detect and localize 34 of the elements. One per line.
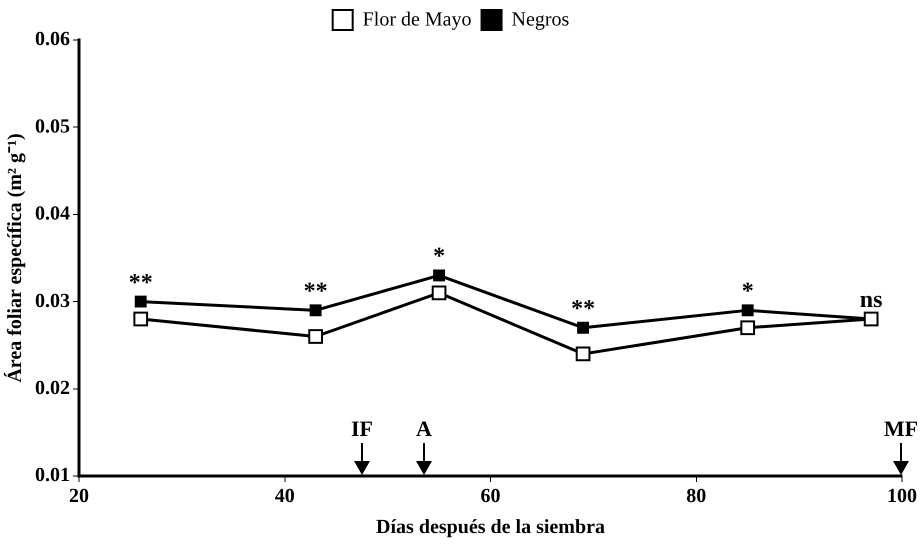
y-tick-label: 0.03 xyxy=(35,290,70,312)
point xyxy=(308,329,323,344)
point xyxy=(134,296,147,308)
point xyxy=(576,346,590,362)
y-tick-label: 0.01 xyxy=(35,464,70,486)
y-axis-title: Área foliar específica (m² g⁻¹) xyxy=(3,133,26,383)
y-tick-label: 0.06 xyxy=(35,28,70,50)
x-tick-label: 40 xyxy=(274,485,295,508)
annotation: ns xyxy=(860,287,882,314)
point xyxy=(740,320,756,336)
y-tick-label: 0.02 xyxy=(35,376,70,399)
annotation: MF xyxy=(882,416,920,441)
y-tick-label: 0.04 xyxy=(35,202,70,225)
point xyxy=(133,312,148,326)
annotation: ** xyxy=(571,296,596,322)
annotation: IF xyxy=(350,416,374,441)
legend-label: Negros xyxy=(512,8,570,30)
x-axis-title: Días después de la siembra xyxy=(376,516,605,538)
point xyxy=(742,304,754,316)
annotation: * xyxy=(433,244,446,270)
x-tick-label: 60 xyxy=(480,485,500,508)
point xyxy=(432,286,446,300)
point xyxy=(433,269,446,282)
annotation: ** xyxy=(128,270,153,296)
annotation: ** xyxy=(304,278,328,305)
y-tick-label: 0.05 xyxy=(35,115,70,138)
annotation: * xyxy=(742,278,754,305)
point xyxy=(310,304,322,316)
x-tick-label: 20 xyxy=(69,485,89,508)
point xyxy=(577,322,590,334)
x-tick-label: 80 xyxy=(686,485,706,508)
annotation: A xyxy=(415,416,433,441)
x-tick-label: 100 xyxy=(887,485,917,508)
legend-label: Flor de Mayo xyxy=(362,8,472,30)
